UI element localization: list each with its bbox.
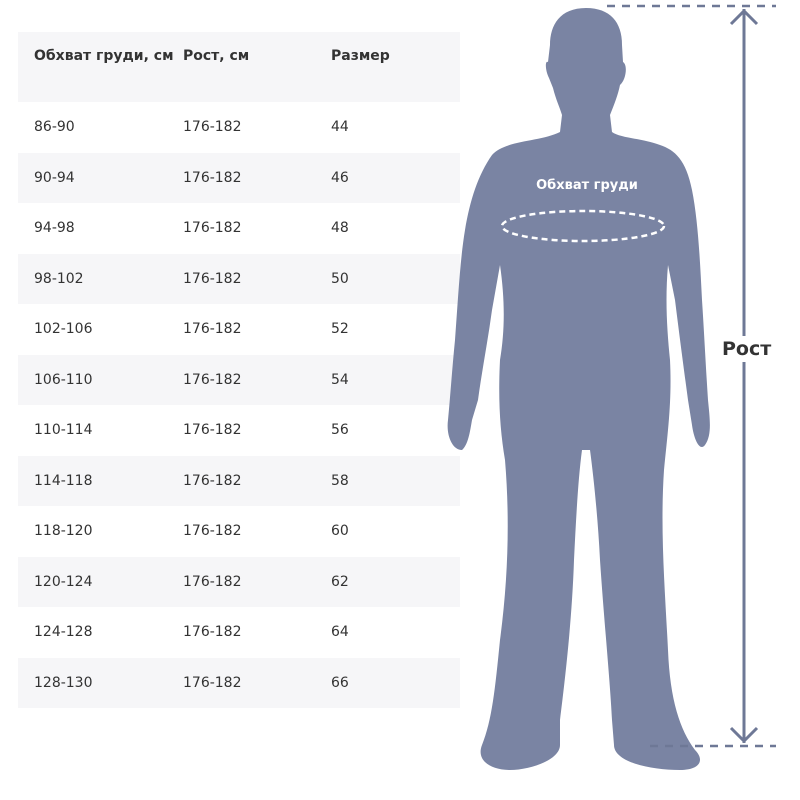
height-cell: 176-182 bbox=[183, 371, 242, 388]
table-row: 110-114 176-182 56 bbox=[18, 405, 460, 456]
table-row: 102-106 176-182 52 bbox=[18, 304, 460, 355]
size-cell: 44 bbox=[331, 119, 349, 136]
size-cell: 54 bbox=[331, 371, 349, 388]
size-cell: 52 bbox=[331, 321, 349, 338]
chest-cell: 86-90 bbox=[34, 119, 75, 136]
table-row: 106-110 176-182 54 bbox=[18, 354, 460, 405]
table-row: 114-118 176-182 58 bbox=[18, 455, 460, 506]
arrow-down-icon bbox=[729, 726, 759, 744]
size-cell: 56 bbox=[331, 422, 349, 439]
chest-cell: 90-94 bbox=[34, 169, 75, 186]
chest-cell: 118-120 bbox=[34, 523, 93, 540]
size-table: Обхват груди, см Рост, см Размер 86-90 17… bbox=[18, 32, 460, 708]
header-chest: Обхват груди, см bbox=[34, 48, 174, 64]
table-row: 124-128 176-182 64 bbox=[18, 607, 460, 658]
size-cell: 50 bbox=[331, 270, 349, 287]
chest-label: Обхват груди bbox=[536, 178, 638, 193]
table-row: 94-98 176-182 48 bbox=[18, 203, 460, 254]
table-row: 120-124 176-182 62 bbox=[18, 556, 460, 607]
size-cell: 62 bbox=[331, 573, 349, 590]
size-cell: 48 bbox=[331, 220, 349, 237]
header-size: Размер bbox=[331, 48, 390, 64]
chest-cell: 128-130 bbox=[34, 674, 93, 691]
chest-cell: 94-98 bbox=[34, 220, 75, 237]
size-cell: 64 bbox=[331, 624, 349, 641]
table-row: 86-90 176-182 44 bbox=[18, 102, 460, 153]
size-cell: 58 bbox=[331, 472, 349, 489]
height-cell: 176-182 bbox=[183, 422, 242, 439]
chest-cell: 124-128 bbox=[34, 624, 93, 641]
person-silhouette bbox=[447, 8, 710, 770]
height-cell: 176-182 bbox=[183, 321, 242, 338]
chest-cell: 120-124 bbox=[34, 573, 93, 590]
table-row: 90-94 176-182 46 bbox=[18, 152, 460, 203]
chest-cell: 114-118 bbox=[34, 472, 93, 489]
chest-cell: 102-106 bbox=[34, 321, 93, 338]
height-cell: 176-182 bbox=[183, 624, 242, 641]
header-height: Рост, см bbox=[183, 48, 250, 64]
height-cell: 176-182 bbox=[183, 169, 242, 186]
size-cell: 66 bbox=[331, 674, 349, 691]
arrow-up-icon bbox=[729, 8, 759, 26]
chest-cell: 106-110 bbox=[34, 371, 93, 388]
height-cell: 176-182 bbox=[183, 472, 242, 489]
height-cell: 176-182 bbox=[183, 119, 242, 136]
height-cell: 176-182 bbox=[183, 523, 242, 540]
table-row: 98-102 176-182 50 bbox=[18, 253, 460, 304]
table-row: 118-120 176-182 60 bbox=[18, 506, 460, 557]
size-cell: 60 bbox=[331, 523, 349, 540]
height-cell: 176-182 bbox=[183, 270, 242, 287]
table-header: Обхват груди, см Рост, см Размер bbox=[18, 32, 460, 102]
chest-measure-ellipse bbox=[500, 209, 666, 243]
chest-cell: 110-114 bbox=[34, 422, 93, 439]
height-cell: 176-182 bbox=[183, 674, 242, 691]
height-label: Рост bbox=[722, 336, 772, 362]
chest-cell: 98-102 bbox=[34, 270, 84, 287]
table-row: 128-130 176-182 66 bbox=[18, 657, 460, 708]
height-cell: 176-182 bbox=[183, 220, 242, 237]
size-cell: 46 bbox=[331, 169, 349, 186]
height-cell: 176-182 bbox=[183, 573, 242, 590]
